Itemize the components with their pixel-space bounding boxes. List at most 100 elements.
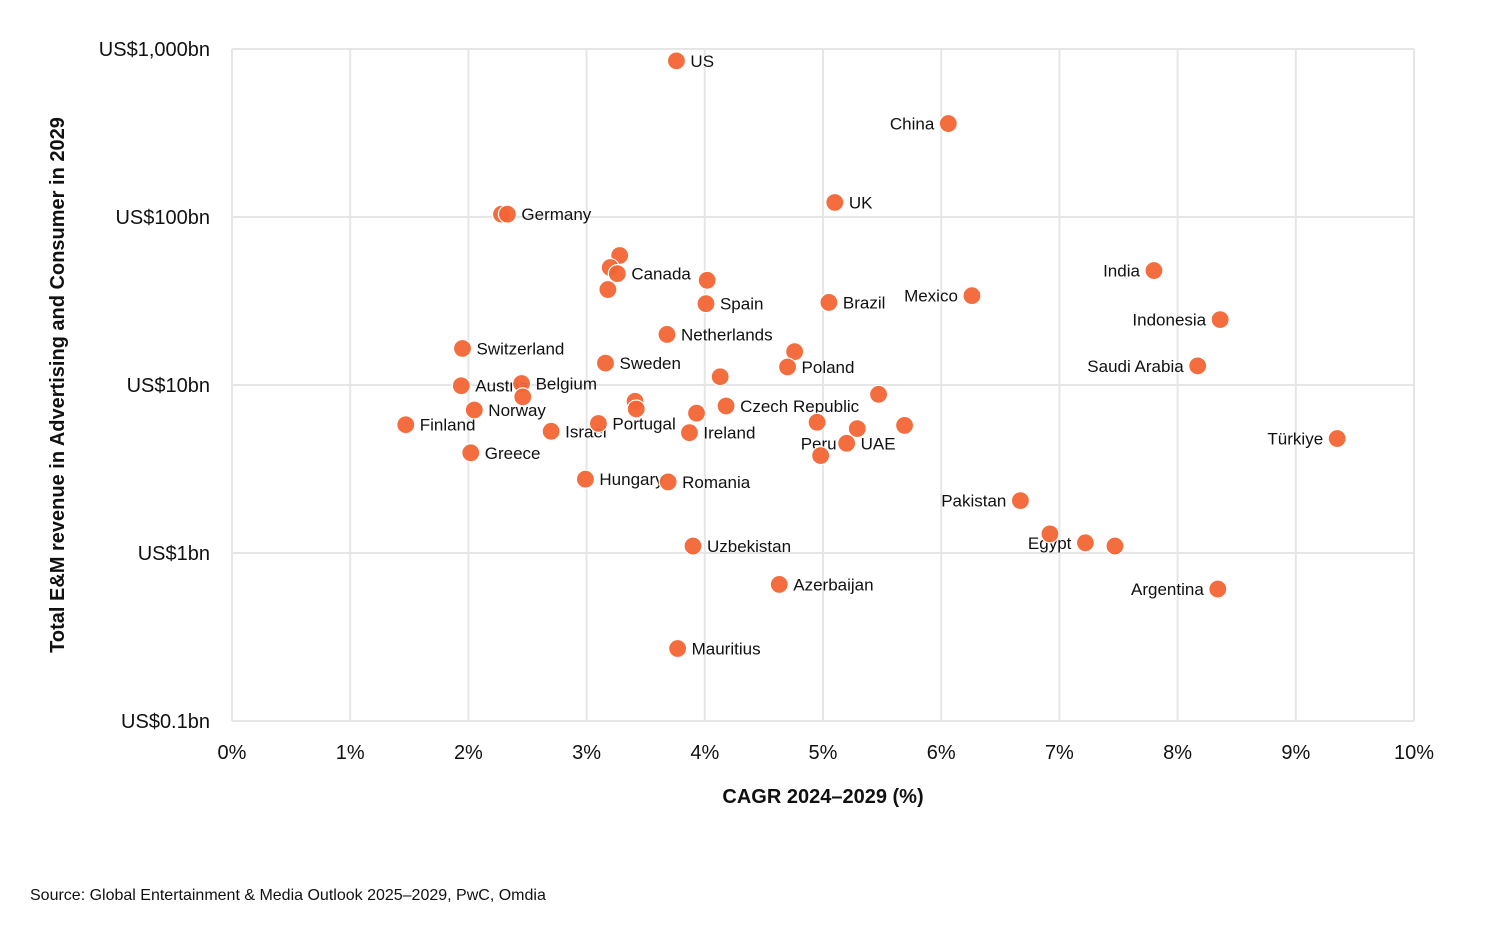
data-point (847, 419, 867, 439)
y-tick-label: US$10bn (127, 375, 210, 397)
data-point (451, 376, 471, 396)
point-label: Brazil (843, 293, 886, 312)
point-label: Switzerland (476, 339, 564, 358)
point-label: Ireland (703, 424, 755, 443)
data-point (464, 400, 484, 420)
data-point (807, 412, 827, 432)
point-label: Netherlands (681, 325, 773, 344)
point-label: Finland (420, 416, 476, 435)
data-point (777, 357, 798, 377)
data-point (607, 264, 627, 284)
data-point (598, 279, 618, 300)
point-labels: US China UK Germany Canada Spain Brazil Mexico I… (420, 52, 1323, 659)
x-tick-label: 9% (1281, 742, 1310, 764)
data-points: US China UK Germany Canada Spain Brazil Mexico I… (396, 51, 1347, 659)
point-label: Poland (802, 358, 855, 377)
data-point (697, 270, 717, 290)
point-label: China (890, 115, 935, 134)
x-tick-label: 4% (690, 742, 719, 764)
data-point (1210, 310, 1230, 330)
point-label: Belgium (536, 375, 597, 394)
x-tick-label: 7% (1045, 742, 1074, 764)
y-tick-label: US$1,000bn (99, 39, 210, 61)
point-label: UK (849, 193, 873, 212)
data-point (1040, 524, 1060, 544)
point-label: Argentina (1131, 580, 1204, 599)
grid (231, 48, 1415, 722)
point-label: US (690, 52, 714, 71)
data-point (1105, 536, 1125, 556)
point-label: Sweden (620, 354, 681, 373)
point-label: India (1103, 262, 1140, 281)
data-point (666, 51, 687, 71)
point-label: Hungary (599, 470, 664, 489)
data-point (588, 413, 609, 434)
point-label: Portugal (612, 414, 675, 433)
data-point (696, 294, 716, 314)
data-point (710, 367, 730, 387)
data-point (1327, 428, 1347, 449)
data-point (683, 536, 703, 556)
scatter-chart: 0% 1% 2% 3% 4% 5% 6% 7% 8% 9% 10% US$0.1bn US$1bn US$… (47, 39, 1434, 808)
point-label: Türkiye (1267, 430, 1323, 449)
point-label: Mexico (904, 287, 958, 306)
data-point (668, 638, 688, 659)
data-point (679, 423, 700, 443)
data-point (962, 286, 982, 306)
data-point (825, 192, 845, 213)
data-point (938, 113, 958, 134)
point-label: Greece (485, 444, 541, 463)
x-tick-label: 2% (454, 742, 483, 764)
data-point (716, 396, 736, 416)
x-tick-label: 5% (809, 742, 838, 764)
point-label: Germany (521, 205, 591, 224)
data-point (396, 415, 416, 435)
data-point (1010, 491, 1030, 511)
point-label: Peru (801, 435, 837, 454)
data-point (452, 338, 473, 359)
source-note: Source: Global Entertainment & Media Out… (30, 887, 546, 904)
y-axis-title: Total E&M revenue in Advertising and Con… (47, 117, 69, 653)
x-tick-label: 1% (336, 742, 365, 764)
point-label: Saudi Arabia (1087, 357, 1184, 376)
data-point (497, 204, 518, 224)
point-label: Norway (488, 401, 546, 420)
point-label: Czech Republic (740, 397, 860, 416)
data-point (575, 469, 596, 489)
data-point (658, 472, 678, 492)
point-label: Azerbaijan (793, 575, 873, 594)
point-label: UAE (861, 434, 896, 453)
data-point (811, 445, 831, 466)
point-label: Mauritius (692, 640, 761, 659)
point-label: Indonesia (1132, 311, 1206, 330)
point-label: Pakistan (941, 492, 1006, 511)
y-tick-label: US$0.1bn (121, 711, 210, 733)
data-point (819, 292, 839, 313)
point-label: Romania (682, 473, 751, 492)
point-label: Spain (720, 295, 763, 314)
data-point (461, 443, 481, 463)
data-point (868, 384, 889, 404)
point-label: Canada (631, 265, 691, 284)
data-point (513, 387, 533, 407)
data-point (657, 324, 677, 345)
data-point (595, 353, 616, 373)
data-point (1188, 356, 1208, 376)
x-tick-label: 3% (572, 742, 601, 764)
data-point (1208, 579, 1228, 599)
x-axis-title: CAGR 2024–2029 (%) (722, 786, 923, 808)
data-point (686, 403, 707, 423)
tick-labels: 0% 1% 2% 3% 4% 5% 6% 7% 8% 9% 10% US$0.1bn US$1bn US$… (99, 39, 1434, 764)
x-tick-label: 0% (218, 742, 247, 764)
data-point (894, 415, 915, 435)
data-point (769, 574, 789, 595)
data-point (541, 421, 561, 441)
data-point (626, 399, 646, 419)
y-tick-label: US$100bn (115, 207, 210, 229)
data-point (1144, 260, 1164, 281)
x-tick-label: 8% (1163, 742, 1192, 764)
data-point (837, 433, 857, 453)
x-tick-label: 6% (927, 742, 956, 764)
data-point (1075, 533, 1096, 553)
point-label: Uzbekistan (707, 537, 791, 556)
